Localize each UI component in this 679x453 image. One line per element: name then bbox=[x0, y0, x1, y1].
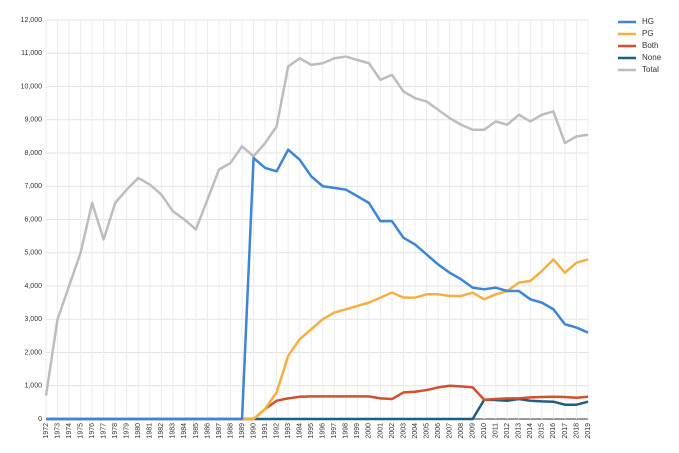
y-tick-label: 6,000 bbox=[24, 216, 42, 223]
x-tick-label: 1975 bbox=[77, 423, 84, 439]
x-tick-label: 1977 bbox=[101, 423, 108, 439]
y-tick-label: 3,000 bbox=[24, 316, 42, 323]
x-tick-label: 2004 bbox=[412, 423, 419, 439]
x-tick-label: 1990 bbox=[250, 423, 257, 439]
x-tick-label: 1992 bbox=[273, 423, 280, 439]
x-tick-label: 1996 bbox=[320, 423, 327, 439]
x-tick-label: 1983 bbox=[170, 423, 177, 439]
y-tick-label: 9,000 bbox=[24, 117, 42, 124]
x-tick-label: 1999 bbox=[354, 423, 361, 439]
x-tick-label: 1988 bbox=[227, 423, 234, 439]
y-tick-label: 10,000 bbox=[21, 83, 43, 90]
x-tick-label: 2019 bbox=[585, 423, 592, 439]
y-tick-label: 1,000 bbox=[24, 383, 42, 390]
x-tick-label: 1980 bbox=[135, 423, 142, 439]
x-tick-label: 1989 bbox=[239, 423, 246, 439]
x-tick-label: 1985 bbox=[193, 423, 200, 439]
x-tick-label: 2014 bbox=[527, 423, 534, 439]
x-tick-label: 2016 bbox=[550, 423, 557, 439]
x-tick-label: 2017 bbox=[562, 423, 569, 439]
x-tick-label: 2007 bbox=[446, 423, 453, 439]
legend-label: None bbox=[642, 53, 662, 62]
x-tick-label: 1978 bbox=[112, 423, 119, 439]
x-tick-label: 1998 bbox=[343, 423, 350, 439]
x-tick-label: 1974 bbox=[66, 423, 73, 439]
x-tick-label: 2000 bbox=[366, 423, 373, 439]
y-tick-label: 0 bbox=[38, 416, 42, 423]
x-tick-label: 2013 bbox=[516, 423, 523, 439]
x-tick-label: 2005 bbox=[423, 423, 430, 439]
x-tick-label: 2012 bbox=[504, 423, 511, 439]
x-tick-label: 2002 bbox=[389, 423, 396, 439]
x-tick-label: 1995 bbox=[308, 423, 315, 439]
x-tick-label: 2003 bbox=[400, 423, 407, 439]
x-tick-label: 2009 bbox=[470, 423, 477, 439]
x-tick-label: 2011 bbox=[493, 423, 500, 438]
x-tick-label: 1973 bbox=[54, 423, 61, 439]
x-tick-label: 2001 bbox=[377, 423, 384, 439]
x-tick-label: 1994 bbox=[297, 423, 304, 439]
series-line bbox=[46, 384, 589, 421]
y-tick-label: 11,000 bbox=[21, 50, 42, 57]
y-tick-label: 2,000 bbox=[24, 349, 42, 356]
x-tick-label: 2008 bbox=[458, 423, 465, 439]
x-tick-label: 2015 bbox=[539, 423, 546, 439]
x-tick-label: 1997 bbox=[331, 423, 338, 439]
x-tick-label: 1982 bbox=[158, 423, 165, 439]
x-tick-label: 1987 bbox=[216, 423, 223, 439]
y-tick-label: 12,000 bbox=[21, 17, 43, 24]
series-line bbox=[46, 397, 589, 421]
legend-label: PG bbox=[642, 29, 654, 38]
x-tick-label: 2010 bbox=[481, 423, 488, 439]
x-tick-label: 1976 bbox=[89, 423, 96, 439]
legend-label: Total bbox=[642, 65, 659, 74]
series-line bbox=[46, 148, 589, 421]
x-tick-label: 1972 bbox=[43, 423, 50, 439]
x-tick-label: 2018 bbox=[573, 423, 580, 439]
series-line bbox=[44, 55, 589, 396]
legend-label: Both bbox=[642, 41, 658, 50]
legend: HG PG Both None Total bbox=[618, 17, 662, 74]
x-tick-label: 1993 bbox=[285, 423, 292, 439]
series-line bbox=[46, 258, 589, 421]
y-tick-label: 5,000 bbox=[24, 250, 42, 257]
x-tick-label: 1981 bbox=[147, 423, 154, 439]
x-tick-label: 1979 bbox=[124, 423, 131, 439]
y-tick-label: 8,000 bbox=[24, 150, 42, 157]
x-tick-label: 1984 bbox=[181, 423, 188, 439]
x-tick-label: 1991 bbox=[262, 423, 269, 439]
x-tick-label: 1986 bbox=[204, 423, 211, 439]
legend-label: HG bbox=[642, 17, 654, 26]
x-tick-label: 2006 bbox=[435, 423, 442, 439]
y-tick-label: 7,000 bbox=[24, 183, 42, 190]
y-tick-label: 4,000 bbox=[24, 283, 42, 290]
